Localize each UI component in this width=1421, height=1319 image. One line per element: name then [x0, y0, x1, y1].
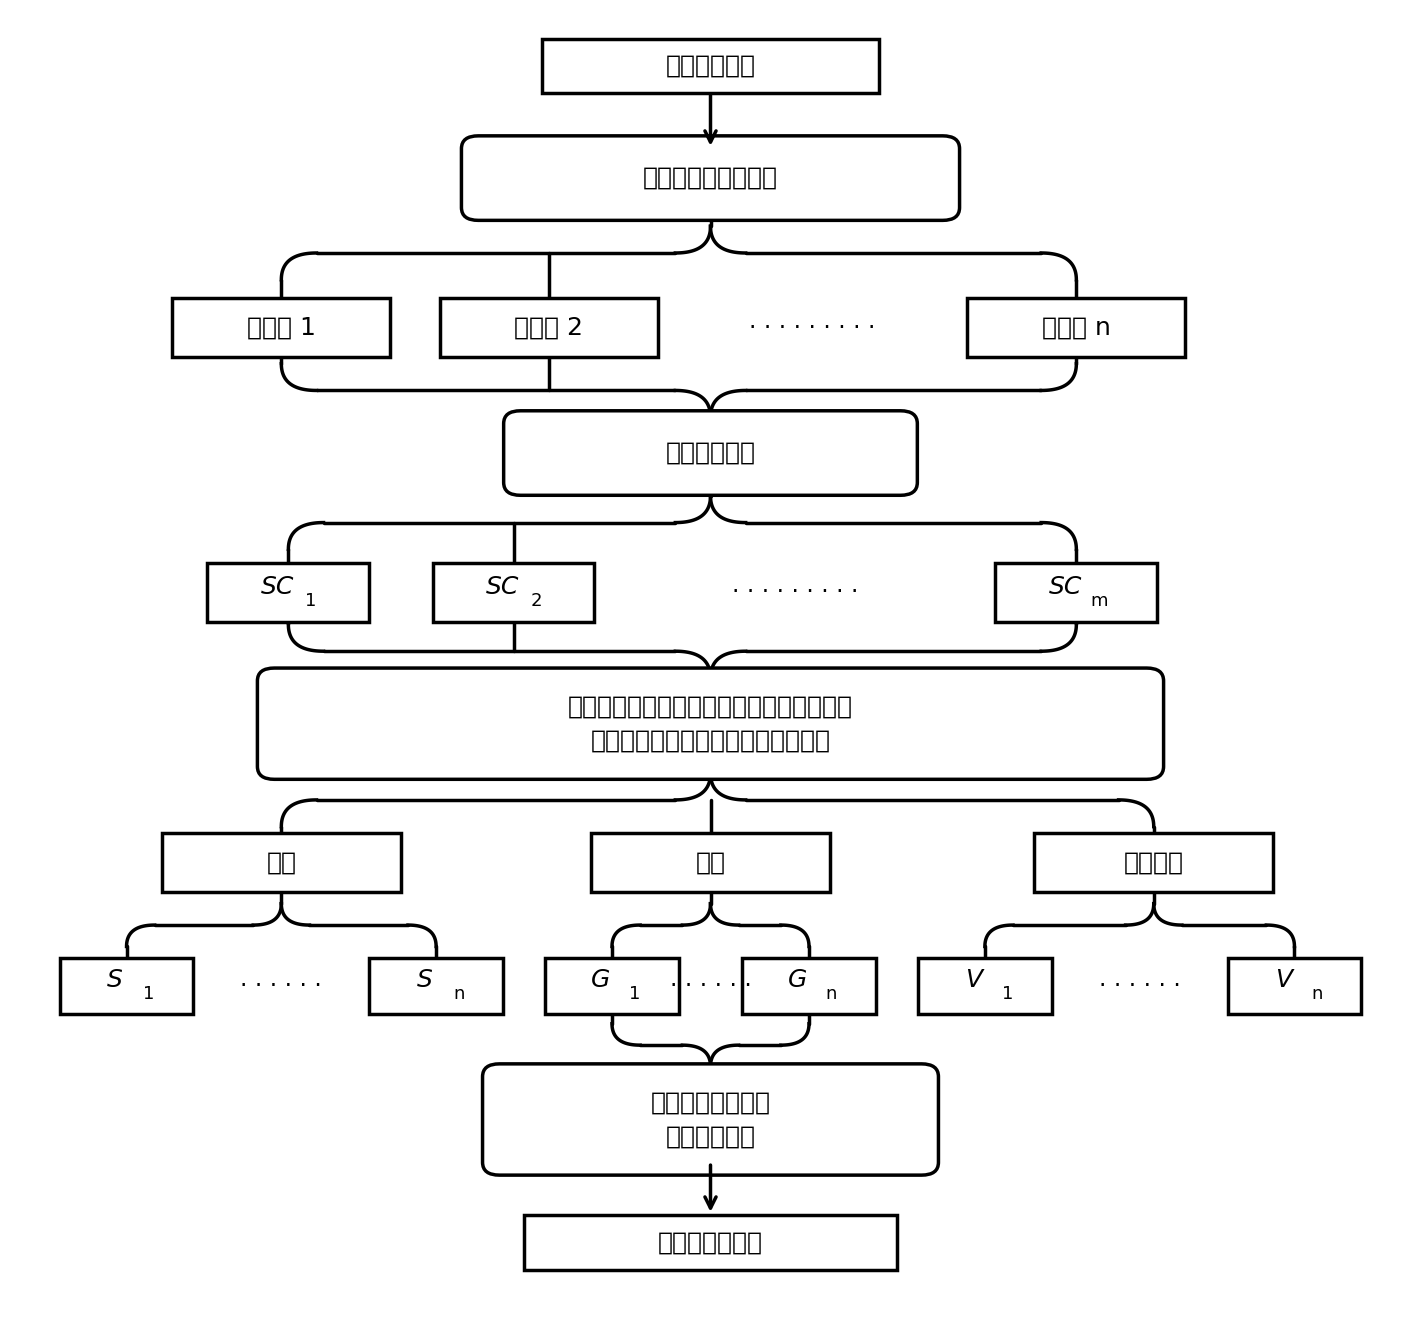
- Text: 重力场模糊分布密度函数、一层小波采样、
曼哈顿方向提取算法分类普聚类对象: 重力场模糊分布密度函数、一层小波采样、 曼哈顿方向提取算法分类普聚类对象: [568, 695, 853, 752]
- FancyBboxPatch shape: [369, 958, 503, 1013]
- FancyBboxPatch shape: [541, 40, 880, 92]
- Text: 超像素普聚类: 超像素普聚类: [665, 441, 756, 466]
- FancyBboxPatch shape: [742, 958, 875, 1013]
- Text: 超像素 n: 超像素 n: [1042, 315, 1111, 340]
- Text: 1: 1: [306, 592, 317, 609]
- FancyBboxPatch shape: [432, 563, 594, 621]
- Text: S: S: [108, 968, 124, 992]
- Text: · · · · · ·: · · · · · ·: [669, 973, 752, 997]
- FancyBboxPatch shape: [996, 563, 1157, 621]
- FancyBboxPatch shape: [503, 410, 918, 496]
- Text: 1: 1: [144, 985, 155, 1004]
- Text: n: n: [826, 985, 837, 1004]
- Text: 天空: 天空: [266, 851, 297, 874]
- Text: G: G: [789, 968, 807, 992]
- Text: · · · · · ·: · · · · · ·: [240, 973, 323, 997]
- FancyBboxPatch shape: [918, 958, 1052, 1013]
- Text: 超像素 2: 超像素 2: [514, 315, 583, 340]
- Text: 单目视觉图像: 单目视觉图像: [665, 54, 756, 78]
- Text: 超像素 1: 超像素 1: [247, 315, 315, 340]
- FancyBboxPatch shape: [172, 298, 391, 357]
- FancyBboxPatch shape: [546, 958, 679, 1013]
- FancyBboxPatch shape: [207, 563, 369, 621]
- FancyBboxPatch shape: [1228, 958, 1361, 1013]
- Text: 空间深度感知图: 空间深度感知图: [658, 1231, 763, 1254]
- Text: SC: SC: [486, 575, 519, 599]
- FancyBboxPatch shape: [257, 667, 1164, 780]
- Text: · · · · · · · · ·: · · · · · · · · ·: [749, 315, 875, 340]
- FancyBboxPatch shape: [462, 136, 959, 220]
- FancyBboxPatch shape: [1034, 834, 1273, 892]
- Text: S: S: [416, 968, 433, 992]
- FancyBboxPatch shape: [524, 1215, 897, 1270]
- Text: 地面: 地面: [695, 851, 726, 874]
- Text: 1: 1: [630, 985, 641, 1004]
- Text: V: V: [965, 968, 982, 992]
- Text: V: V: [1275, 968, 1292, 992]
- Text: 超像素分割图像区域: 超像素分割图像区域: [642, 166, 779, 190]
- Text: n: n: [453, 985, 465, 1004]
- Text: 1: 1: [1002, 985, 1013, 1004]
- FancyBboxPatch shape: [968, 298, 1185, 357]
- Text: 2: 2: [530, 592, 541, 609]
- Text: 立面物体: 立面物体: [1124, 851, 1184, 874]
- Text: SC: SC: [1049, 575, 1081, 599]
- FancyBboxPatch shape: [439, 298, 658, 357]
- Text: 基于地面透视信息
标注深度信息: 基于地面透视信息 标注深度信息: [651, 1091, 770, 1149]
- FancyBboxPatch shape: [162, 834, 401, 892]
- Text: SC: SC: [260, 575, 294, 599]
- FancyBboxPatch shape: [60, 958, 193, 1013]
- Text: m: m: [1090, 592, 1107, 609]
- FancyBboxPatch shape: [591, 834, 830, 892]
- FancyBboxPatch shape: [483, 1064, 938, 1175]
- Text: n: n: [1312, 985, 1323, 1004]
- Text: G: G: [591, 968, 611, 992]
- Text: · · · · · ·: · · · · · ·: [1098, 973, 1181, 997]
- Text: · · · · · · · · ·: · · · · · · · · ·: [732, 580, 858, 604]
